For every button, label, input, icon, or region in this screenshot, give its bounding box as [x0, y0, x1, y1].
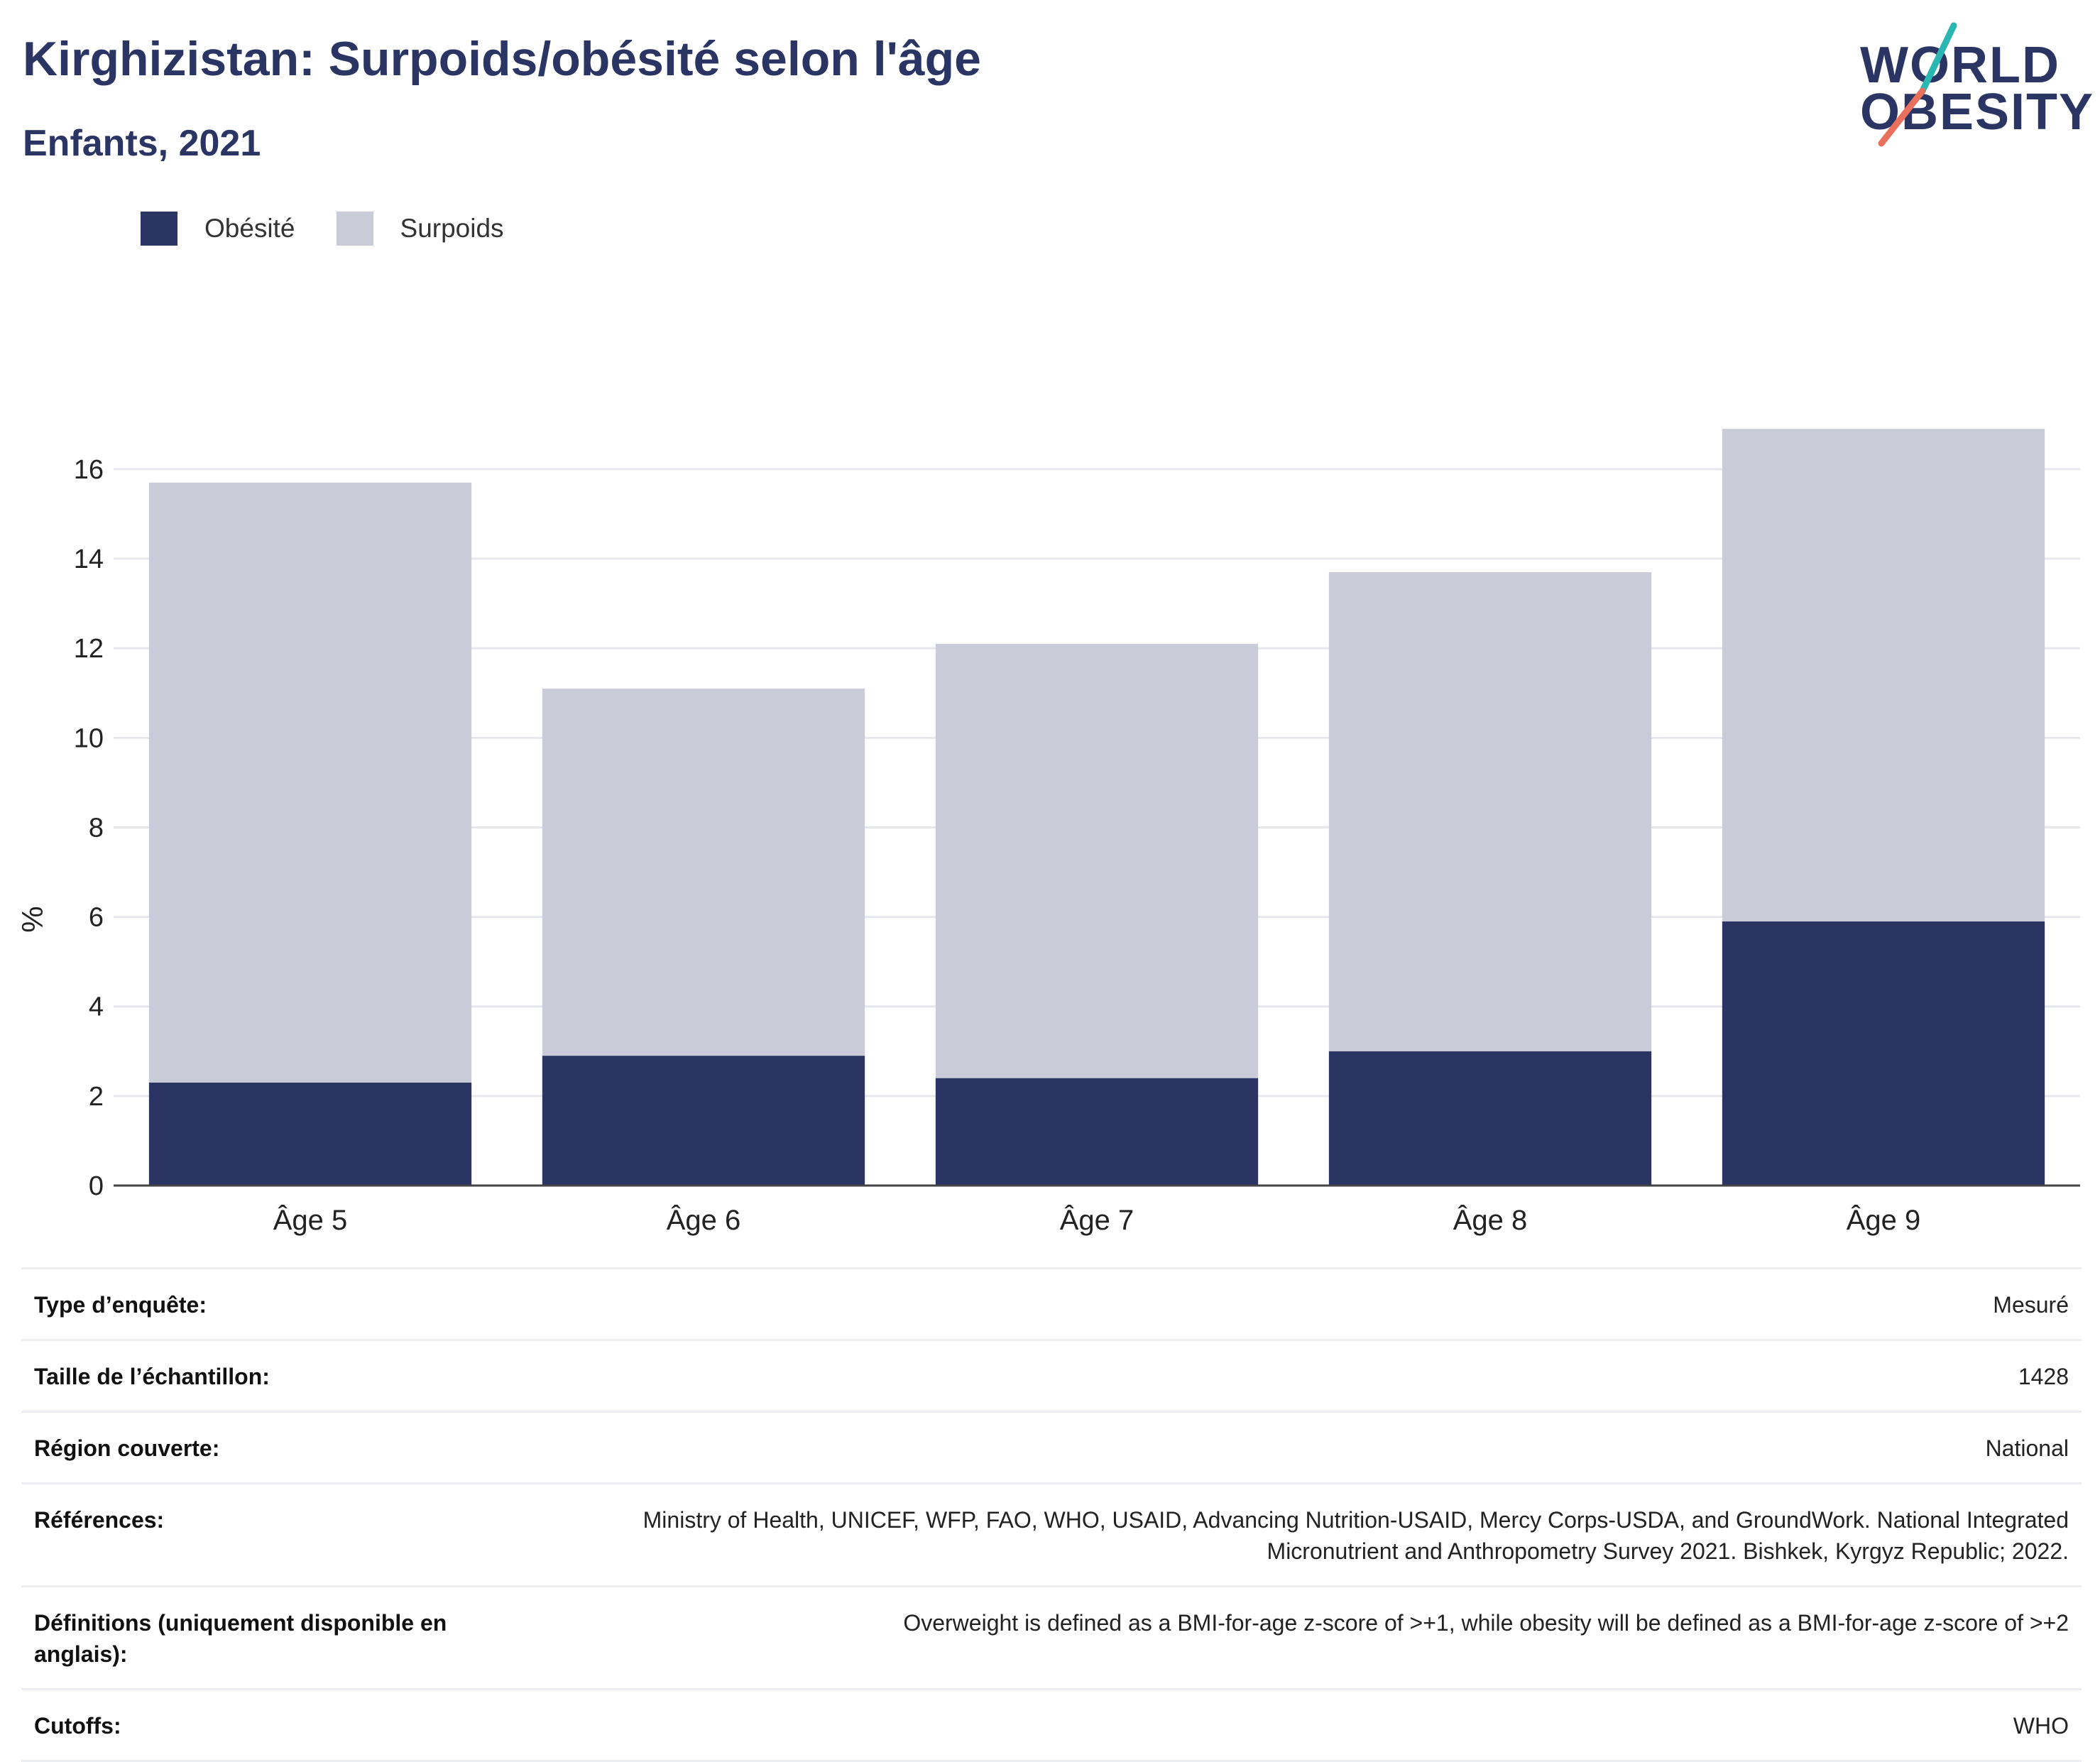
x-tick-label: Âge 7 [1060, 1204, 1134, 1236]
y-axis-label: % [16, 906, 49, 932]
info-row-cutoffs: Cutoffs: WHO [21, 1688, 2082, 1762]
x-axis-ticks: Âge 5 Âge 6 Âge 7 Âge 8 Âge 9 [273, 1204, 1921, 1236]
bar-obesity[interactable] [542, 1056, 865, 1186]
legend-item-overweight[interactable]: Surpoids [336, 212, 504, 246]
y-tick-label: 16 [74, 455, 104, 485]
info-row-references: Références: Ministry of Health, UNICEF, … [21, 1482, 2082, 1585]
info-key: Cutoffs: [34, 1713, 121, 1739]
bar-obesity[interactable] [1328, 1051, 1652, 1186]
legend-label-obesity: Obésité [204, 214, 295, 243]
y-tick-label: 8 [89, 813, 104, 843]
survey-info-table: Type d’enquête: Mesuré Taille de l’échan… [21, 1267, 2082, 1762]
info-value: Ministry of Health, UNICEF, WFP, FAO, WH… [642, 1507, 2069, 1564]
y-tick-label: 12 [74, 634, 104, 664]
info-key: Type d’enquête: [34, 1292, 207, 1318]
info-value: National [1985, 1435, 2069, 1461]
bar-overweight[interactable] [542, 688, 865, 1056]
legend-label-overweight: Surpoids [400, 214, 504, 243]
logo-line2: OBESITY [1860, 84, 2095, 141]
info-value: Overweight is defined as a BMI-for-age z… [903, 1610, 2069, 1636]
info-row-survey-type: Type d’enquête: Mesuré [21, 1267, 2082, 1339]
chart-bars [148, 429, 2045, 1186]
logo-line1: WORLD [1860, 37, 2060, 94]
y-tick-label: 2 [89, 1082, 104, 1112]
y-tick-label: 0 [89, 1171, 104, 1201]
chart-subtitle: Enfants, 2021 [23, 123, 261, 164]
info-key: Définitions (uniquement disponible en an… [34, 1610, 447, 1667]
x-tick-label: Âge 6 [667, 1204, 741, 1236]
bar-overweight[interactable] [148, 482, 472, 1083]
info-key: Références: [34, 1507, 165, 1533]
legend-item-obesity[interactable]: Obésité [141, 212, 295, 246]
bar-overweight[interactable] [1328, 571, 1652, 1051]
info-value: Mesuré [1993, 1292, 2069, 1318]
bar-overweight[interactable] [935, 643, 1259, 1078]
info-value: WHO [2013, 1713, 2069, 1739]
info-value: 1428 [2018, 1364, 2069, 1389]
info-key: Région couverte: [34, 1435, 220, 1461]
y-tick-label: 14 [74, 545, 104, 574]
chart-legend: Obésité Surpoids [141, 212, 545, 246]
y-tick-label: 4 [89, 992, 104, 1022]
info-row-sample-size: Taille de l’échantillon: 1428 [21, 1339, 2082, 1411]
info-row-definitions: Définitions (uniquement disponible en an… [21, 1585, 2082, 1688]
bar-overweight[interactable] [1722, 429, 2045, 921]
x-tick-label: Âge 5 [273, 1204, 348, 1236]
y-tick-label: 6 [89, 903, 104, 933]
info-row-region: Région couverte: National [21, 1411, 2082, 1482]
bar-obesity[interactable] [148, 1082, 472, 1186]
y-axis-ticks: 0 2 4 6 8 10 12 14 16 [74, 455, 104, 1201]
x-tick-label: Âge 8 [1453, 1204, 1528, 1236]
x-tick-label: Âge 9 [1847, 1204, 1921, 1236]
chart-title: Kirghizistan: Surpoids/obésité selon l'â… [23, 32, 981, 86]
legend-swatch-obesity [141, 212, 177, 246]
logo-slash-icon [1878, 22, 1957, 147]
legend-swatch-overweight [336, 212, 373, 246]
info-key: Taille de l’échantillon: [34, 1364, 270, 1389]
y-tick-label: 10 [74, 723, 104, 753]
bar-obesity[interactable] [935, 1078, 1259, 1186]
bar-obesity[interactable] [1722, 921, 2045, 1186]
world-obesity-logo: WORLD OBESITY [1853, 20, 2093, 148]
